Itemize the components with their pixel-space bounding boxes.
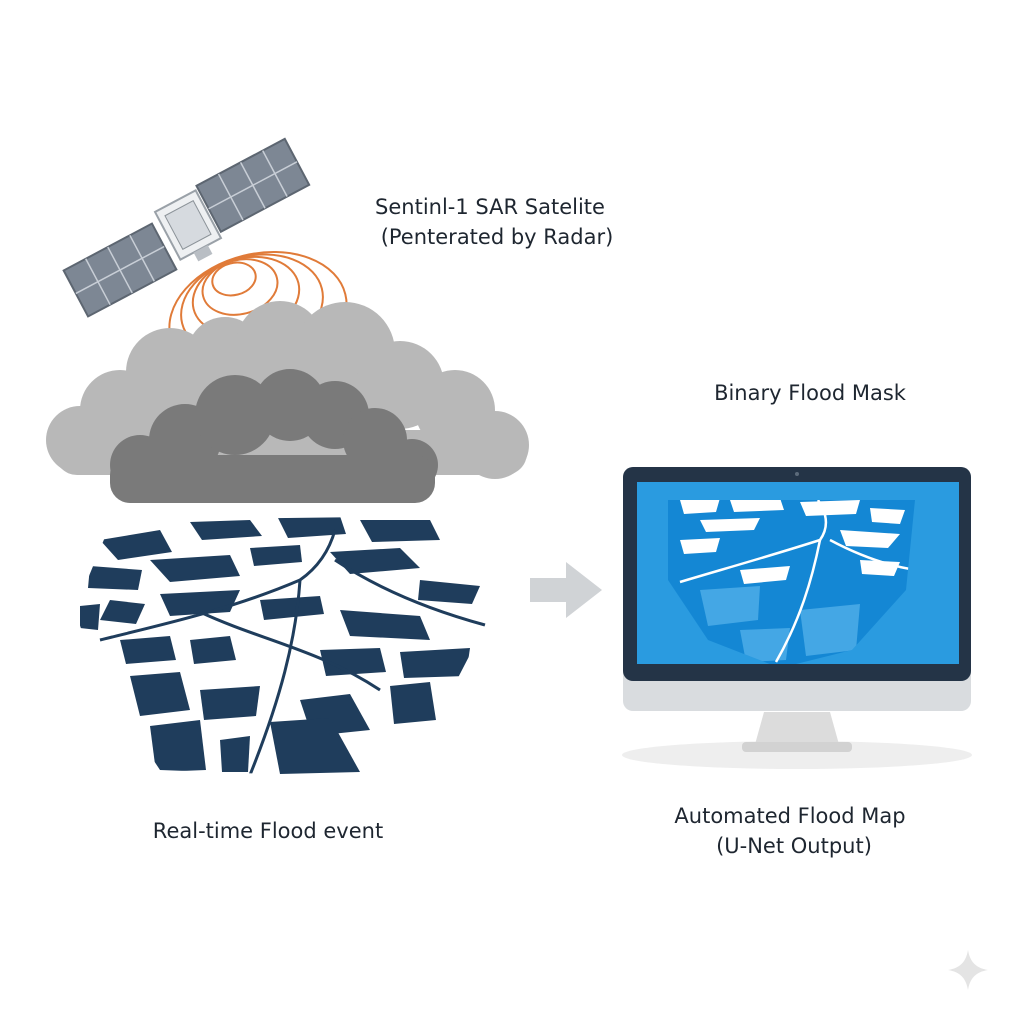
mask-title: Binary Flood Mask [680,378,940,408]
mask-title-text: Binary Flood Mask [714,381,906,405]
solar-panel-upper [195,137,311,234]
solar-panel-lower [62,222,178,318]
output-caption-line2: (U-Net Output) [716,834,872,858]
satellite-icon [62,137,311,318]
output-caption: Automated Flood Map (U-Net Output) [640,801,940,861]
binary-flood-mask [668,500,915,664]
flood-event-caption-text: Real-time Flood event [152,819,384,843]
flood-event-caption: Real-time Flood event [118,816,418,846]
satellite-body [153,189,223,262]
flood-area-map [75,516,492,778]
satellite-caption-line1: Sentinl-1 SAR Satelite [375,195,605,219]
satellite-caption: Sentinl-1 SAR Satelite (Penterated by Ra… [330,192,650,252]
sparkle-icon [948,950,988,990]
arrow-right-icon [530,562,602,618]
radar-signal-icon [168,251,348,381]
output-caption-line1: Automated Flood Map [674,804,906,828]
cloud-dark-icon [110,369,438,503]
satellite-caption-line2: (Penterated by Radar) [380,225,614,249]
